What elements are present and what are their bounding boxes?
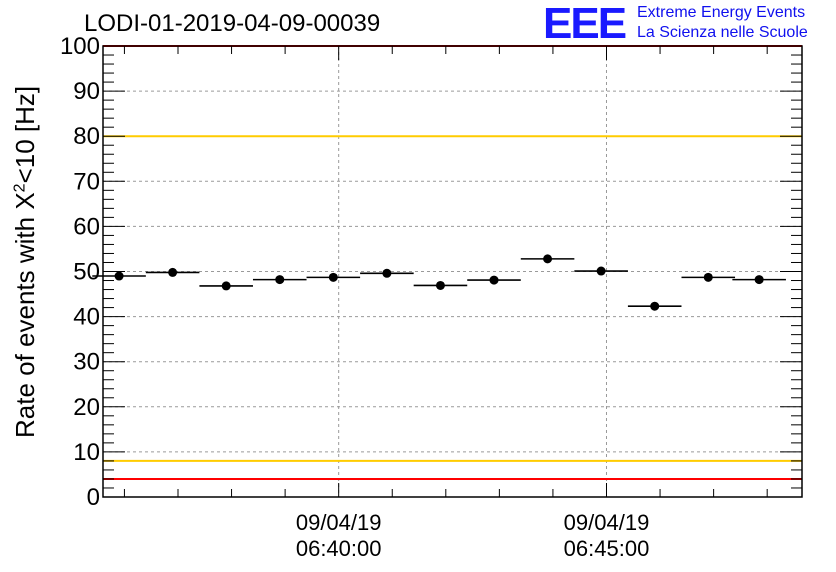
y-axis-label-main: Rate of events with X [10,192,40,438]
logo-line-1: Extreme Energy Events [637,4,806,21]
y-axis-label-tail: <10 [Hz] [10,85,40,184]
data-point [114,271,124,281]
axis-ticks [103,45,802,498]
data-point [435,280,445,290]
logo-line-2: La Scienza nelle Scuole [637,24,808,41]
y-tick-label: 40 [73,304,100,331]
data-point [221,281,231,291]
data-point [382,268,392,278]
y-axis-label: Rate of events with X2<10 [Hz] [10,86,41,438]
y-tick-label: 60 [73,213,100,240]
tick-labels: 010203040506070809010009/04/1906:40:0009… [60,33,649,561]
data-point [543,254,553,264]
data-points [92,254,786,311]
logo-mark: EEE [543,0,627,48]
y-axis-label-sup: 2 [11,183,29,193]
x-tick-label-time: 06:40:00 [296,536,382,561]
grid [103,46,802,497]
y-tick-label: 0 [87,484,100,511]
eee-logo: EEE Extreme Energy Events La Scienza nel… [543,0,833,48]
data-point [489,275,499,285]
data-point [168,267,178,277]
y-tick-label: 10 [73,439,100,466]
data-point [754,275,764,285]
data-point [328,272,338,282]
x-tick-label-date: 09/04/19 [296,510,382,535]
y-tick-label: 90 [73,78,100,105]
reference-lines [103,45,802,480]
y-tick-label: 50 [73,259,100,286]
x-tick-label-time: 06:45:00 [564,536,650,561]
y-tick-label: 70 [73,168,100,195]
data-point [650,301,660,311]
y-tick-label: 100 [60,33,100,60]
x-tick-label-date: 09/04/19 [564,510,650,535]
y-tick-label: 20 [73,394,100,421]
y-tick-label: 80 [73,123,100,150]
data-point [703,272,713,282]
chart-title: LODI-01-2019-04-09-00039 [84,10,381,37]
data-point [275,275,285,285]
data-point [596,266,606,276]
y-tick-label: 30 [73,349,100,376]
